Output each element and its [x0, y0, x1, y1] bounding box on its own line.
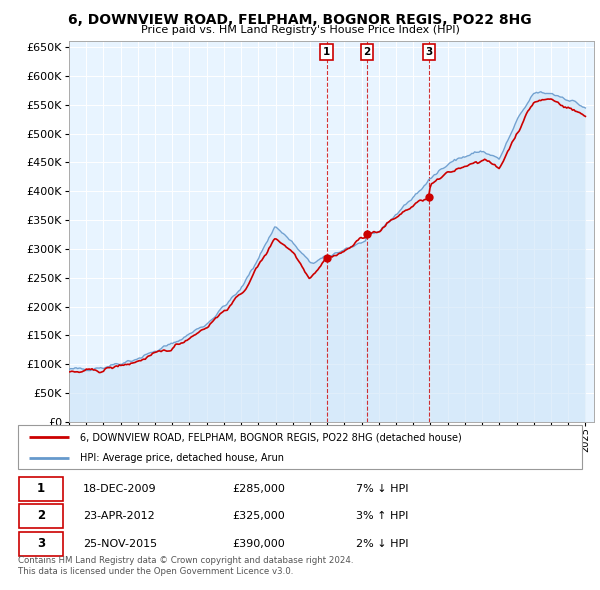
Text: £285,000: £285,000: [232, 484, 285, 493]
Text: £390,000: £390,000: [232, 539, 285, 549]
Text: 2: 2: [364, 47, 371, 57]
Text: 2% ↓ HPI: 2% ↓ HPI: [356, 539, 409, 549]
Text: 25-NOV-2015: 25-NOV-2015: [83, 539, 157, 549]
FancyBboxPatch shape: [19, 504, 63, 528]
Text: Contains HM Land Registry data © Crown copyright and database right 2024.
This d: Contains HM Land Registry data © Crown c…: [18, 556, 353, 576]
Text: 7% ↓ HPI: 7% ↓ HPI: [356, 484, 409, 493]
Text: Price paid vs. HM Land Registry's House Price Index (HPI): Price paid vs. HM Land Registry's House …: [140, 25, 460, 35]
FancyBboxPatch shape: [19, 532, 63, 556]
Text: 1: 1: [37, 482, 45, 495]
Text: 23-APR-2012: 23-APR-2012: [83, 511, 155, 521]
Text: 3: 3: [37, 537, 45, 550]
Text: 18-DEC-2009: 18-DEC-2009: [83, 484, 157, 493]
Text: 6, DOWNVIEW ROAD, FELPHAM, BOGNOR REGIS, PO22 8HG (detached house): 6, DOWNVIEW ROAD, FELPHAM, BOGNOR REGIS,…: [80, 432, 462, 442]
Text: HPI: Average price, detached house, Arun: HPI: Average price, detached house, Arun: [80, 453, 284, 463]
Text: 6, DOWNVIEW ROAD, FELPHAM, BOGNOR REGIS, PO22 8HG: 6, DOWNVIEW ROAD, FELPHAM, BOGNOR REGIS,…: [68, 13, 532, 27]
Text: 2: 2: [37, 509, 45, 522]
Text: £325,000: £325,000: [232, 511, 285, 521]
FancyBboxPatch shape: [18, 425, 582, 469]
FancyBboxPatch shape: [19, 477, 63, 501]
Text: 1: 1: [323, 47, 330, 57]
Text: 3% ↑ HPI: 3% ↑ HPI: [356, 511, 409, 521]
Text: 3: 3: [425, 47, 433, 57]
